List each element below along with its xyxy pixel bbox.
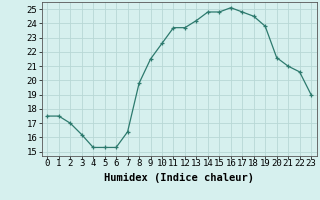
X-axis label: Humidex (Indice chaleur): Humidex (Indice chaleur) — [104, 173, 254, 183]
